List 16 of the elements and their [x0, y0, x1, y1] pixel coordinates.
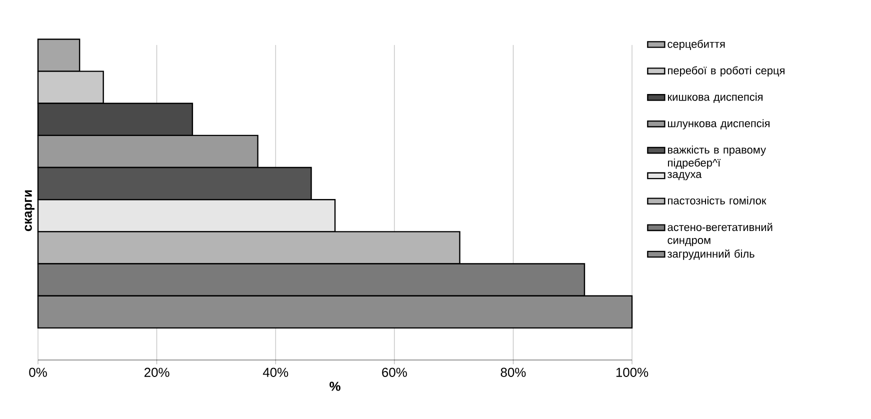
legend-label: серцебиття — [668, 40, 725, 50]
legend-label: астено-вегетативний синдром — [668, 222, 772, 246]
legend-label: шлункова диспепсія — [668, 119, 770, 130]
legend-label: задуха — [668, 172, 702, 180]
legend-label: пастозність гомілок — [668, 196, 766, 204]
legend-label: загрудинний біль — [668, 249, 754, 260]
x-tick-label: 80% — [500, 368, 526, 377]
x-tick-label: 60% — [382, 368, 407, 377]
x-tick-label: 0% — [29, 368, 47, 377]
x-tick-label: 40% — [262, 368, 288, 377]
x-axis-title: % — [330, 382, 340, 391]
y-axis-title: скарги — [24, 190, 34, 232]
x-tick-label: 100% — [616, 368, 648, 377]
legend-label: перебої в роботі серця — [668, 66, 784, 77]
legend-label: кишкова диспепсія — [668, 92, 762, 103]
x-tick-label: 20% — [144, 368, 170, 377]
